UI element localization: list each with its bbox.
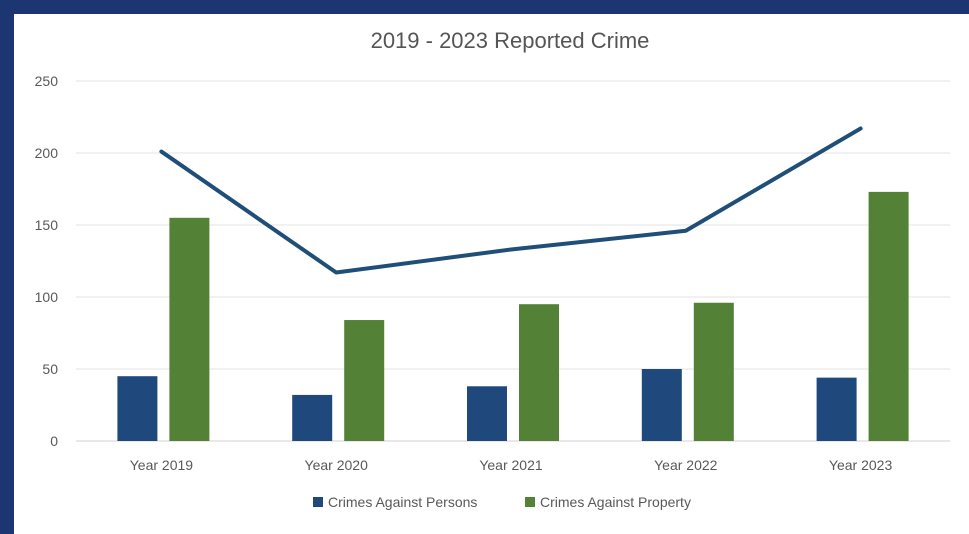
legend-label: Crimes Against Property [540,494,691,510]
x-tick-label: Year 2021 [479,457,543,473]
total-line [159,126,863,275]
bar [868,191,909,441]
series-line [159,126,863,275]
x-tick-label: Year 2019 [130,457,194,473]
x-tick-label: Year 2022 [654,457,718,473]
y-tick-label: 100 [35,289,59,305]
y-tick-label: 0 [50,433,58,449]
bar [169,217,210,441]
legend: Crimes Against Persons Crimes Against Pro… [313,494,691,510]
bar [467,386,507,441]
grid [76,80,950,442]
bar [816,377,857,441]
bar [641,369,682,441]
x-axis: Year 2019 Year 2020 Year 2021 Year 2022 Year… [130,457,893,473]
legend-swatch [313,497,323,507]
legend-swatch [525,497,535,507]
bar [693,302,734,441]
bar [292,394,333,441]
y-tick-label: 50 [42,361,58,377]
bars [117,191,909,441]
bar [117,376,158,441]
bar [344,320,385,441]
plot-panel [14,14,969,534]
y-tick-label: 200 [35,145,59,161]
y-tick-label: 150 [35,217,59,233]
y-tick-label: 250 [35,73,59,89]
x-tick-label: Year 2020 [305,457,369,473]
y-axis: 0 50 100 150 200 250 [35,73,59,449]
x-tick-label: Year 2023 [829,457,893,473]
chart-title: 2019 - 2023 Reported Crime [371,28,650,53]
legend-label: Crimes Against Persons [328,494,477,510]
bar [519,304,559,441]
